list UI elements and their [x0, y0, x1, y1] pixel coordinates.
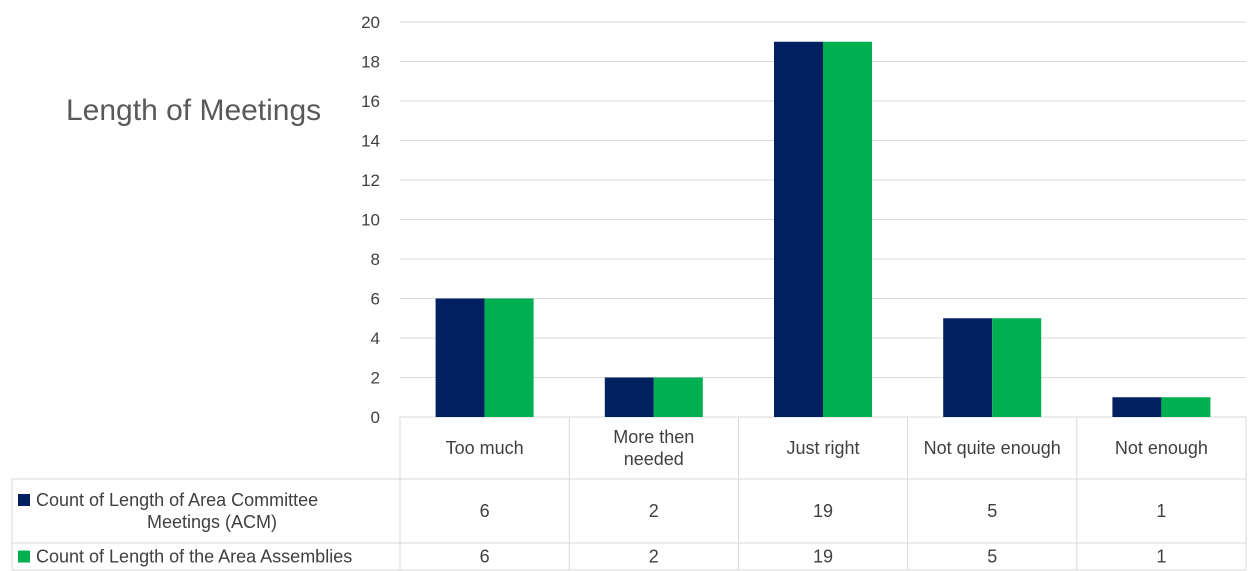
category-label: Too much: [446, 438, 524, 458]
y-tick-label: 18: [361, 53, 380, 72]
chart-title: Length of Meetings: [66, 94, 322, 127]
category-label-line: Not enough: [1115, 438, 1208, 458]
bar-series-2: [992, 318, 1042, 417]
table-value: 19: [813, 501, 833, 521]
category-label-line: needed: [624, 449, 684, 469]
y-tick-label: 4: [371, 329, 380, 348]
y-tick-label: 14: [361, 132, 380, 151]
table-value: 5: [987, 547, 997, 567]
table-value: 6: [480, 547, 490, 567]
table-value: 1: [1156, 547, 1166, 567]
legend-key-series-1: [18, 494, 30, 506]
y-tick-label: 12: [361, 171, 380, 190]
bar-series-2: [653, 377, 703, 417]
category-label: Not enough: [1115, 438, 1208, 458]
series-name-line: Count of Length of Area Committee: [36, 490, 318, 510]
series-name-line: Count of Length of the Area Assemblies: [36, 547, 352, 567]
table-value: 5: [987, 501, 997, 521]
bar-series-1: [435, 298, 485, 417]
y-tick-label: 16: [361, 92, 380, 111]
series-name-2: Count of Length of the Area Assemblies: [36, 547, 352, 567]
bar-series-1: [943, 318, 993, 417]
series-name-line: Meetings (ACM): [147, 512, 277, 532]
y-tick-label: 8: [371, 250, 380, 269]
category-label-line: Too much: [446, 438, 524, 458]
table-value: 6: [480, 501, 490, 521]
category-label: Just right: [786, 438, 859, 458]
category-label: Not quite enough: [924, 438, 1061, 458]
legend-key-series-2: [18, 550, 30, 563]
category-label-line: Just right: [786, 438, 859, 458]
table-value: 2: [649, 547, 659, 567]
y-tick-label: 0: [371, 408, 380, 427]
y-tick-label: 20: [361, 13, 380, 32]
bar-series-2: [484, 298, 534, 417]
y-tick-label: 2: [371, 369, 380, 388]
table-value: 1: [1156, 501, 1166, 521]
table-value: 19: [813, 547, 833, 567]
category-label-line: More then: [613, 427, 694, 447]
category-label: More then needed: [613, 427, 694, 469]
bar-series-2: [823, 41, 872, 417]
bar-series-1: [1112, 397, 1162, 417]
table-value: 2: [649, 501, 659, 521]
bar-series-1: [604, 377, 654, 417]
y-tick-label: 10: [361, 211, 380, 230]
bar-series-2: [1161, 397, 1211, 417]
category-label-line: Not quite enough: [924, 438, 1061, 458]
bar-series-1: [774, 41, 823, 417]
series-name-1: Count of Length of Area Committee Meeting…: [36, 490, 318, 532]
y-tick-label: 6: [371, 290, 380, 309]
